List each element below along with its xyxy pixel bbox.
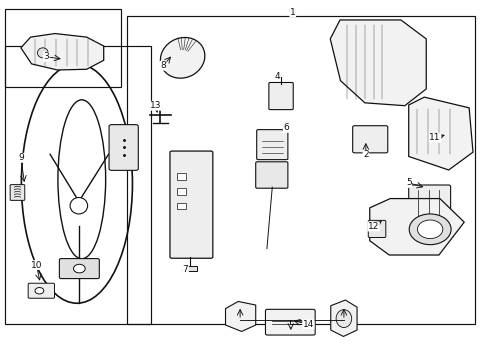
Ellipse shape [58, 100, 106, 259]
Circle shape [409, 214, 451, 245]
Circle shape [35, 288, 44, 294]
Polygon shape [225, 301, 256, 332]
Text: 13: 13 [149, 101, 161, 110]
Bar [177, 188, 186, 195]
Text: 4: 4 [274, 72, 280, 81]
Polygon shape [331, 300, 357, 337]
Ellipse shape [37, 48, 48, 58]
Bar [177, 203, 186, 209]
Text: 6: 6 [283, 123, 289, 132]
Text: 8: 8 [160, 61, 166, 70]
Bar [5, 9, 121, 87]
FancyBboxPatch shape [10, 185, 25, 201]
Ellipse shape [336, 310, 352, 328]
Bar [184, 266, 197, 271]
Bar [127, 17, 475, 324]
Text: 7: 7 [183, 265, 189, 274]
FancyBboxPatch shape [368, 220, 386, 238]
Circle shape [74, 264, 85, 273]
Text: 1: 1 [290, 8, 295, 17]
FancyBboxPatch shape [28, 283, 54, 298]
FancyBboxPatch shape [353, 126, 388, 153]
FancyBboxPatch shape [170, 151, 213, 258]
FancyBboxPatch shape [256, 162, 288, 188]
FancyBboxPatch shape [409, 185, 451, 221]
Text: 2: 2 [363, 150, 368, 159]
Bar [177, 173, 186, 180]
Polygon shape [409, 97, 473, 170]
Text: 3: 3 [43, 52, 49, 61]
Text: 12: 12 [368, 222, 379, 231]
Text: 14: 14 [303, 320, 314, 329]
FancyBboxPatch shape [266, 309, 315, 335]
Text: 10: 10 [31, 261, 42, 270]
Text: 11: 11 [429, 133, 441, 142]
FancyBboxPatch shape [257, 130, 288, 159]
Text: 5: 5 [406, 178, 412, 187]
Bar [5, 46, 151, 324]
Circle shape [417, 220, 443, 239]
Ellipse shape [160, 37, 205, 78]
FancyBboxPatch shape [59, 258, 99, 279]
Ellipse shape [70, 198, 88, 214]
Text: 9: 9 [18, 153, 24, 162]
Polygon shape [370, 199, 464, 255]
FancyBboxPatch shape [109, 125, 138, 170]
Polygon shape [330, 20, 426, 106]
Polygon shape [21, 33, 104, 70]
FancyBboxPatch shape [269, 82, 293, 110]
